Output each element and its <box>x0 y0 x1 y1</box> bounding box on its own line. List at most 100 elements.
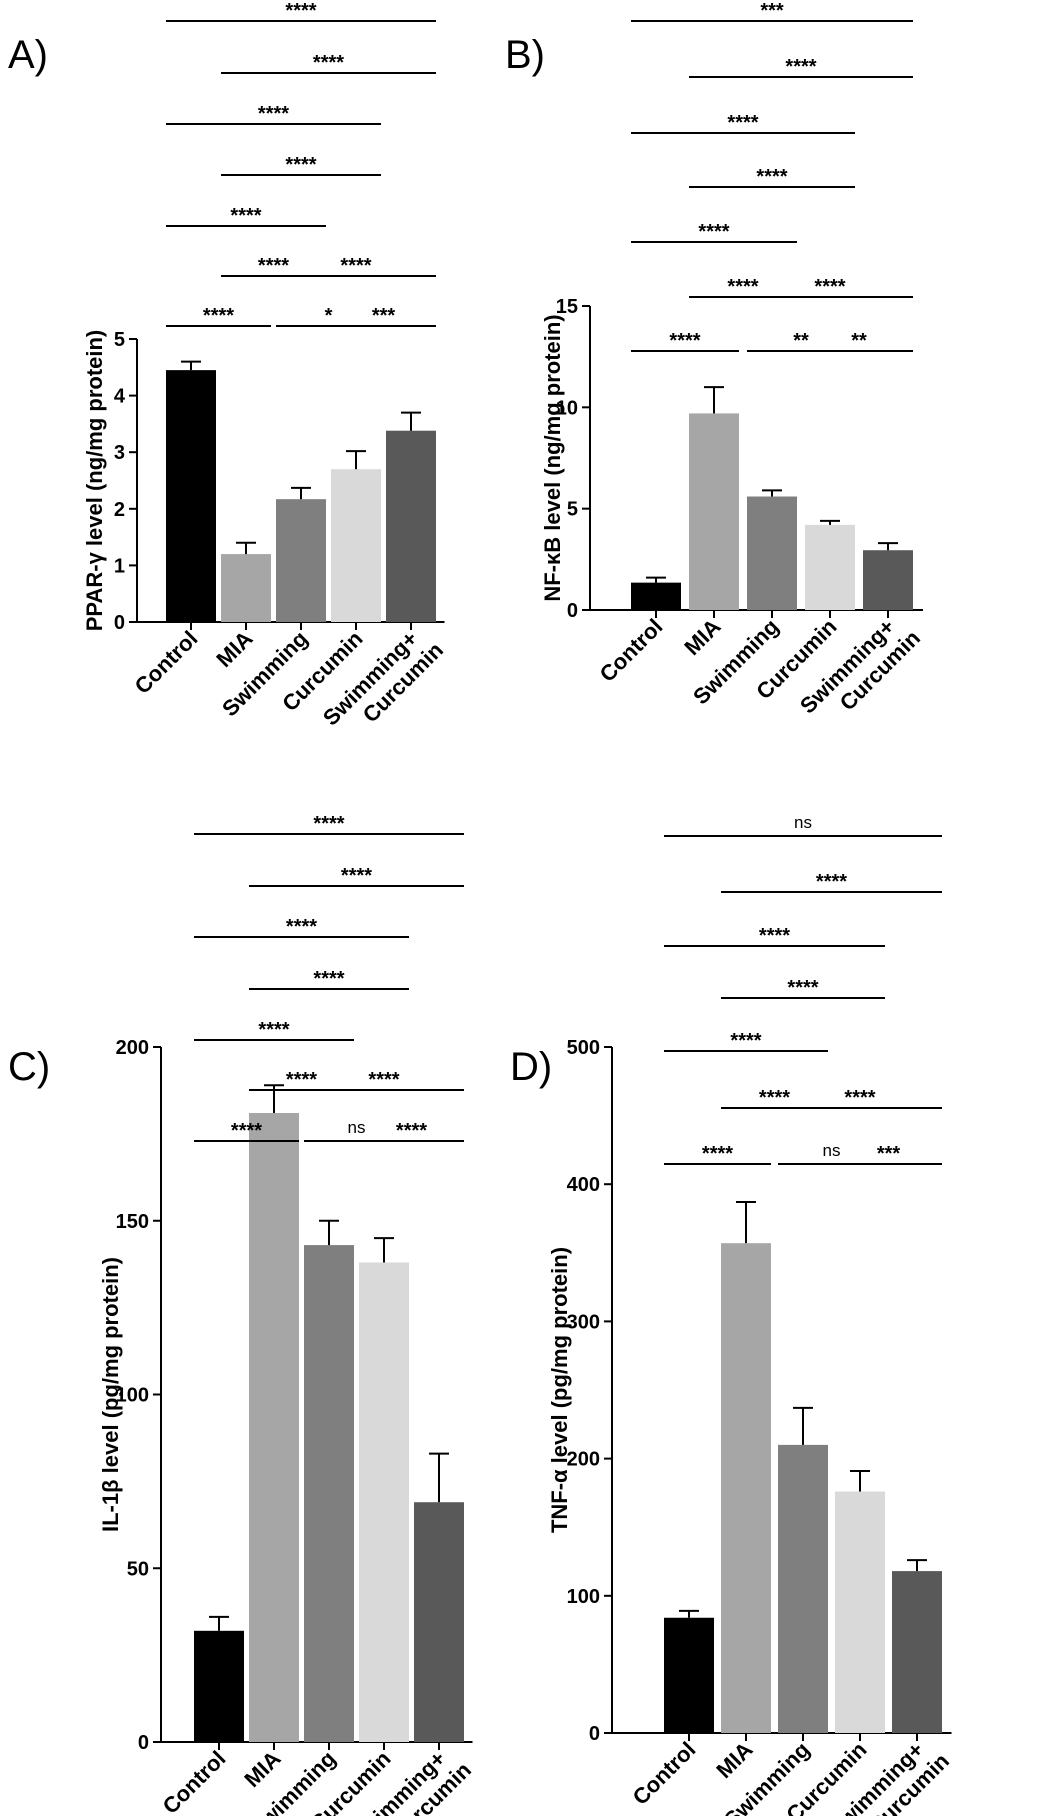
y-tick-label: 200 <box>567 1449 600 1471</box>
significance-label: **** <box>340 255 371 277</box>
y-tick-label: 1 <box>114 555 125 577</box>
y-axis-title: PPAR-γ level (ng/mg protein) <box>82 330 107 632</box>
bar-5 <box>386 430 436 622</box>
significance-label: **** <box>669 330 700 352</box>
significance-label: *** <box>372 305 396 327</box>
category-label: MIA <box>711 1737 757 1783</box>
y-tick-label: 100 <box>116 1385 149 1407</box>
category-label-line: Control <box>595 614 668 687</box>
significance-label: **** <box>285 154 316 176</box>
significance-label: **** <box>844 1087 875 1109</box>
y-tick-label: 10 <box>556 397 578 419</box>
significance-label: **** <box>759 925 790 947</box>
y-axis-title: NF-κB level (ng/mg protein) <box>540 314 565 601</box>
bar-2 <box>689 413 739 610</box>
y-tick-label: 0 <box>589 1723 600 1745</box>
category-label-line: MIA <box>239 1746 285 1792</box>
bar-3 <box>747 496 797 610</box>
significance-label: *** <box>760 0 784 22</box>
significance-label: **** <box>231 1120 262 1142</box>
significance-label: **** <box>286 916 317 938</box>
category-label: Control <box>130 626 203 699</box>
significance-label: ** <box>793 330 809 352</box>
y-tick-label: 4 <box>114 386 126 408</box>
significance-label: **** <box>230 205 261 227</box>
significance-label: **** <box>396 1120 427 1142</box>
y-tick-label: 0 <box>567 600 578 622</box>
y-tick-label: 50 <box>127 1558 149 1580</box>
significance-label: **** <box>702 1143 733 1165</box>
significance-label: **** <box>258 103 289 125</box>
y-axis-title: TNF-α level (pg/mg protein) <box>547 1247 572 1533</box>
category-label-line: Control <box>628 1737 701 1810</box>
category-label: Control <box>595 614 668 687</box>
significance-label: **** <box>785 56 816 78</box>
y-tick-label: 2 <box>114 499 125 521</box>
y-tick-label: 100 <box>567 1586 600 1608</box>
bar-5 <box>863 550 913 610</box>
bar-5 <box>892 1571 942 1733</box>
significance-label: * <box>325 305 333 327</box>
y-tick-label: 3 <box>114 442 125 464</box>
bar-1 <box>194 1630 244 1742</box>
panel-label: C) <box>8 1045 50 1089</box>
category-label: MIA <box>239 1746 285 1792</box>
panel-label: A) <box>8 33 48 77</box>
bar-1 <box>664 1617 714 1733</box>
y-tick-label: 300 <box>567 1311 600 1333</box>
significance-label: **** <box>286 1069 317 1091</box>
y-tick-label: 5 <box>114 329 125 351</box>
bar-4 <box>805 524 855 610</box>
category-label: Control <box>628 1737 701 1810</box>
significance-label: **** <box>258 255 289 277</box>
significance-label: ** <box>851 330 867 352</box>
bar-4 <box>331 469 381 622</box>
significance-label: **** <box>313 813 344 835</box>
y-tick-label: 15 <box>556 296 578 318</box>
y-tick-label: 0 <box>138 1732 149 1754</box>
category-label-line: Control <box>158 1746 231 1816</box>
y-axis-title: IL-1β level (pg/mg protein) <box>98 1257 123 1532</box>
bar-3 <box>304 1245 354 1742</box>
significance-label: **** <box>787 977 818 999</box>
bar-1 <box>166 370 216 622</box>
significance-label: **** <box>313 52 344 74</box>
chart-panel-1: A) 0 1 2 3 4 5 PPAR-γ level (ng/mg protein) Cont… <box>8 0 448 730</box>
significance-label: **** <box>698 221 729 243</box>
significance-label: ns <box>823 1141 841 1160</box>
category-label-line: MIA <box>679 614 725 660</box>
bar-2 <box>221 554 271 622</box>
bar-4 <box>359 1262 409 1742</box>
significance-label: **** <box>727 112 758 134</box>
bar-3 <box>276 499 326 622</box>
significance-label: ns <box>794 813 812 832</box>
significance-label: **** <box>203 305 234 327</box>
y-tick-label: 0 <box>114 612 125 634</box>
chart-panel-3: C) 0 50 100 150 200 IL-1β level (pg/mg protein… <box>8 813 476 1816</box>
category-label-line: MIA <box>711 1737 757 1783</box>
category-label-line: Control <box>130 626 203 699</box>
panel-label: D) <box>510 1045 552 1089</box>
significance-label: **** <box>814 276 845 298</box>
category-label-line: MIA <box>211 626 257 672</box>
y-tick-label: 500 <box>567 1037 600 1059</box>
significance-label: **** <box>759 1087 790 1109</box>
chart-panel-4: D) 0 100 200 300 400 500 TNF-α level (pg/mg pro… <box>510 813 954 1816</box>
panel-label: B) <box>505 33 545 77</box>
bar-4 <box>835 1491 885 1733</box>
significance-label: **** <box>727 276 758 298</box>
bar-1 <box>631 582 681 610</box>
bar-2 <box>249 1113 299 1742</box>
significance-label: **** <box>258 1019 289 1041</box>
significance-label: **** <box>313 968 344 990</box>
y-tick-label: 400 <box>567 1174 600 1196</box>
y-tick-label: 200 <box>116 1037 149 1059</box>
significance-label: **** <box>285 0 316 22</box>
bar-5 <box>414 1502 464 1742</box>
category-label: MIA <box>679 614 725 660</box>
y-tick-label: 150 <box>116 1211 149 1233</box>
significance-label: **** <box>368 1069 399 1091</box>
bar-3 <box>778 1444 828 1733</box>
